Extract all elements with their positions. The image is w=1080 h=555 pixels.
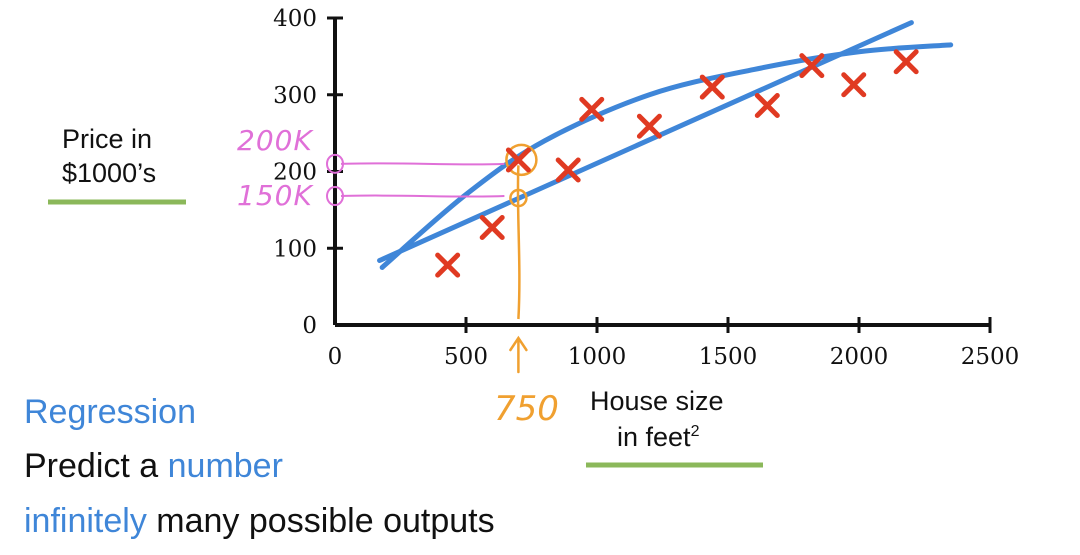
x-tick-label: 0 — [328, 344, 343, 370]
x-tick-label: 2500 — [961, 344, 1020, 370]
y-marker-label: 200K — [237, 124, 314, 157]
y-tick-label: 0 — [302, 313, 317, 339]
y-marker-circle — [326, 153, 344, 174]
ylabel-line2: $1000’s — [62, 158, 157, 188]
chart-axes — [333, 18, 990, 327]
data-point-x-marker — [699, 74, 725, 100]
x-marker-line — [516, 165, 521, 320]
xlabel-line2: in feet2 — [617, 422, 699, 453]
outputs-line: infinitely many possible outputs — [24, 502, 495, 541]
y-tick-label: 200 — [273, 160, 317, 186]
chart-ticks: 0 500 1000 1500 2000 2500 0 100 200 300 400 — [273, 6, 1019, 370]
x-marker-label: 750 — [494, 389, 559, 429]
data-points — [435, 49, 919, 278]
x-marker-arrow — [509, 335, 528, 374]
y-marker-line — [340, 162, 505, 166]
predict-number: number — [167, 447, 283, 485]
data-point-x-marker — [579, 96, 605, 122]
y-marker-label: 150K — [237, 179, 314, 212]
y-marker-circle — [326, 186, 344, 207]
data-point-x-marker — [479, 215, 505, 241]
y-tick-label: 100 — [273, 236, 317, 262]
many-outputs: many possible outputs — [146, 502, 495, 540]
x-tick-label: 1500 — [699, 344, 758, 370]
x-marker-circle-lower — [509, 188, 528, 208]
y-tick-label: 400 — [273, 6, 317, 32]
predict-prefix: Predict a — [24, 447, 168, 485]
y-marker-line — [340, 194, 505, 198]
data-point-x-marker — [505, 147, 531, 173]
x-tick-label: 2000 — [830, 344, 889, 370]
data-point-x-marker — [893, 49, 919, 75]
data-point-x-marker — [435, 252, 461, 278]
ylabel-line1: Price in — [62, 124, 153, 154]
xlabel-line2-text: in feet — [617, 422, 691, 452]
predict-line: Predict a number — [24, 447, 283, 486]
data-point-x-marker — [636, 113, 662, 139]
data-point-x-marker — [799, 53, 825, 79]
data-point-x-marker — [841, 72, 867, 98]
y-tick-label: 300 — [273, 83, 317, 109]
data-point-x-marker — [555, 157, 581, 183]
infinitely-word: infinitely — [24, 502, 147, 540]
xlabel-line1: House size — [590, 386, 724, 416]
data-point-x-marker — [754, 92, 780, 118]
x-tick-label: 500 — [444, 344, 488, 370]
label-underlines — [48, 199, 763, 468]
regression-heading: Regression — [24, 393, 196, 431]
linear-fit-line — [377, 20, 914, 264]
x-tick-label: 1000 — [568, 344, 627, 370]
curve-fit-line — [379, 42, 954, 270]
xlabel-superscript: 2 — [690, 423, 700, 440]
x-marker-circle-upper — [505, 143, 538, 177]
fit-lines — [377, 20, 954, 270]
annotations: 750 200K 150K — [237, 124, 559, 429]
